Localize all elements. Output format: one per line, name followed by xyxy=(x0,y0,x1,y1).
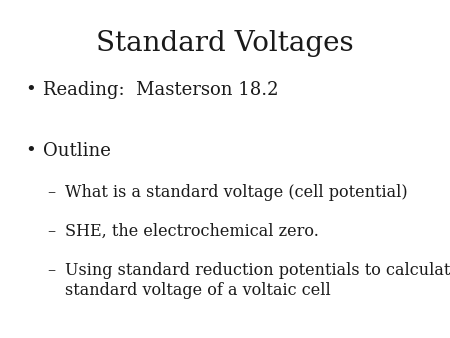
Text: What is a standard voltage (cell potential): What is a standard voltage (cell potenti… xyxy=(65,184,408,201)
Text: Reading:  Masterson 18.2: Reading: Masterson 18.2 xyxy=(43,81,278,99)
Text: •: • xyxy=(25,142,36,160)
Text: –: – xyxy=(47,184,55,201)
Text: Using standard reduction potentials to calculate
standard voltage of a voltaic c: Using standard reduction potentials to c… xyxy=(65,262,450,298)
Text: Standard Voltages: Standard Voltages xyxy=(96,30,354,57)
Text: –: – xyxy=(47,223,55,240)
Text: SHE, the electrochemical zero.: SHE, the electrochemical zero. xyxy=(65,223,319,240)
Text: •: • xyxy=(25,81,36,99)
Text: Outline: Outline xyxy=(43,142,111,160)
Text: –: – xyxy=(47,262,55,279)
